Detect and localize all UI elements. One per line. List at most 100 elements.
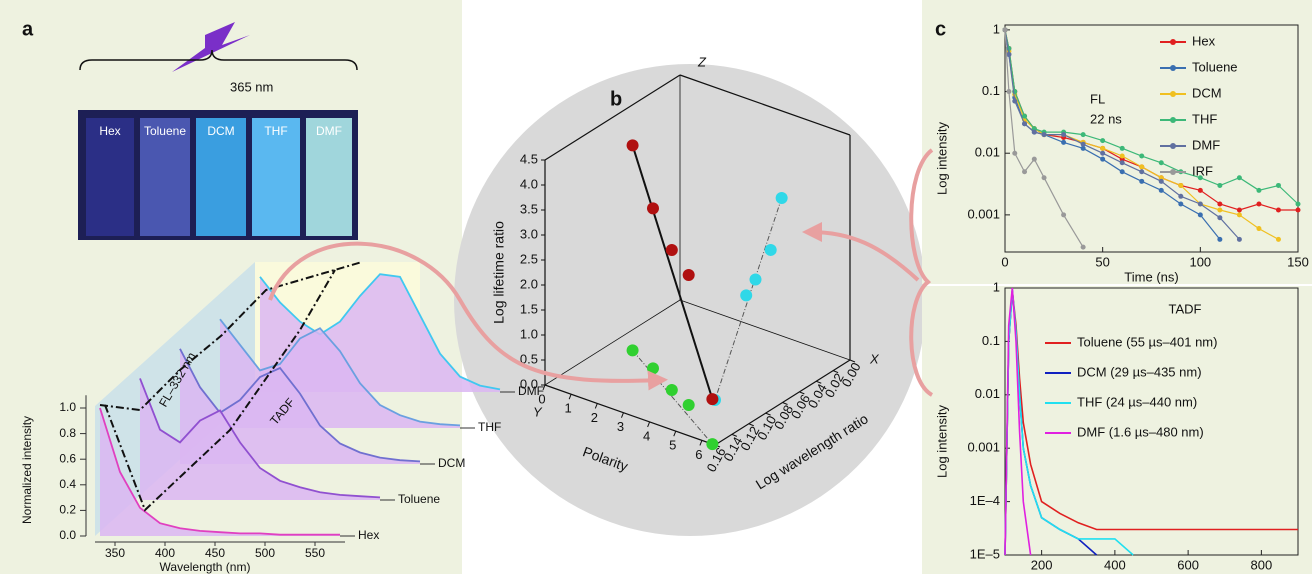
marker [1100, 146, 1105, 151]
excitation: 365 nm [230, 79, 273, 94]
legend-label: DMF (1.6 µs–480 nm) [1077, 424, 1204, 439]
marker [1120, 146, 1125, 151]
point [706, 393, 718, 405]
y-label: Log intensity [934, 405, 949, 478]
marker [1042, 132, 1047, 137]
marker [1217, 202, 1222, 207]
legend-label: THF (24 µs–440 nm) [1077, 394, 1197, 409]
x-tick-label: 600 [1177, 557, 1199, 572]
x-label: Time (ns) [1124, 269, 1178, 284]
marker [1159, 160, 1164, 165]
figure: 365 nm Hex Toluene DCM THF DMF 0.00.20.4… [0, 0, 1312, 574]
marker [1276, 183, 1281, 188]
z-tick-label: 1.5 [520, 301, 538, 316]
z-tick-label: 3.5 [520, 201, 538, 216]
y-tick-label: 6 [695, 447, 702, 462]
z-tick-label: 3.0 [520, 226, 538, 241]
floor-point [647, 362, 659, 374]
panel-b-bg [454, 64, 926, 536]
chart-title: TADF [1169, 301, 1202, 316]
x-tick-label: 150 [1287, 254, 1309, 269]
marker [1061, 140, 1066, 145]
z-tick-label: 0.0 [520, 376, 538, 391]
x-tick-label: 550 [305, 546, 325, 560]
z-tick-label: 4.0 [520, 176, 538, 191]
wall-point [765, 244, 777, 256]
marker [1012, 151, 1017, 156]
y-tick-label: 0.8 [59, 426, 76, 440]
wall-point [740, 289, 752, 301]
legend-marker [1170, 143, 1176, 149]
legend-label: DCM (29 µs–435 nm) [1077, 364, 1202, 379]
point [627, 139, 639, 151]
z-tick-label: 4.5 [520, 151, 538, 166]
panel-label: c [935, 18, 946, 40]
panel-c-top-bg [922, 0, 1312, 284]
marker [1159, 179, 1164, 184]
marker [1006, 89, 1011, 94]
legend-label: DMF [1192, 137, 1220, 152]
marker [1217, 215, 1222, 220]
y-tick-label: 0.01 [975, 386, 1000, 401]
vial-label: DMF [316, 124, 342, 138]
marker [1003, 27, 1008, 32]
x-tick-label: 400 [155, 546, 175, 560]
marker [1276, 207, 1281, 212]
marker [1296, 202, 1301, 207]
marker [1022, 121, 1027, 126]
legend-label: Hex [358, 528, 379, 542]
vial-label: THF [264, 124, 287, 138]
marker [1237, 207, 1242, 212]
x-label: Wavelength (nm) [160, 560, 251, 574]
marker [1120, 154, 1125, 159]
marker [1022, 114, 1027, 119]
y-label: Log intensity [934, 122, 949, 195]
marker [1198, 212, 1203, 217]
legend-label: THF [478, 420, 501, 434]
marker [1120, 160, 1125, 165]
z-tick-label: 2.5 [520, 251, 538, 266]
marker [1178, 202, 1183, 207]
legend-label: THF [1192, 111, 1217, 126]
marker [1061, 212, 1066, 217]
marker [1178, 183, 1183, 188]
floor-point [706, 438, 718, 450]
marker [1159, 188, 1164, 193]
legend-label: Toluene [398, 492, 440, 506]
marker [1217, 237, 1222, 242]
marker [1198, 202, 1203, 207]
x-tick-label: 100 [1189, 254, 1211, 269]
marker [1032, 130, 1037, 135]
x-tick-label: 500 [255, 546, 275, 560]
marker [1100, 157, 1105, 162]
marker [1217, 183, 1222, 188]
z-tick-label: 2.0 [520, 276, 538, 291]
axis-name: X [869, 351, 880, 366]
y-tick-label: 0.0 [59, 528, 76, 542]
marker [1139, 164, 1144, 169]
marker [1237, 212, 1242, 217]
marker [1139, 169, 1144, 174]
floor-point [683, 399, 695, 411]
y-tick-label: 0.1 [982, 333, 1000, 348]
marker [1256, 188, 1261, 193]
panel-label: b [610, 88, 622, 110]
point [647, 202, 659, 214]
x-tick-label: 200 [1031, 557, 1053, 572]
marker [1256, 226, 1261, 231]
vial-label: Hex [99, 124, 120, 138]
y-tick-label: 0.001 [967, 206, 1000, 221]
panel-label: a [22, 18, 34, 40]
marker [1081, 142, 1086, 147]
marker [1081, 132, 1086, 137]
wall-point [750, 274, 762, 286]
marker [1120, 169, 1125, 174]
marker [1081, 245, 1086, 250]
floor-point [627, 344, 639, 356]
marker [1042, 175, 1047, 180]
marker [1198, 188, 1203, 193]
point [683, 269, 695, 281]
y-tick-label: 0.4 [59, 477, 76, 491]
legend-marker [1170, 117, 1176, 123]
marker [1061, 132, 1066, 137]
